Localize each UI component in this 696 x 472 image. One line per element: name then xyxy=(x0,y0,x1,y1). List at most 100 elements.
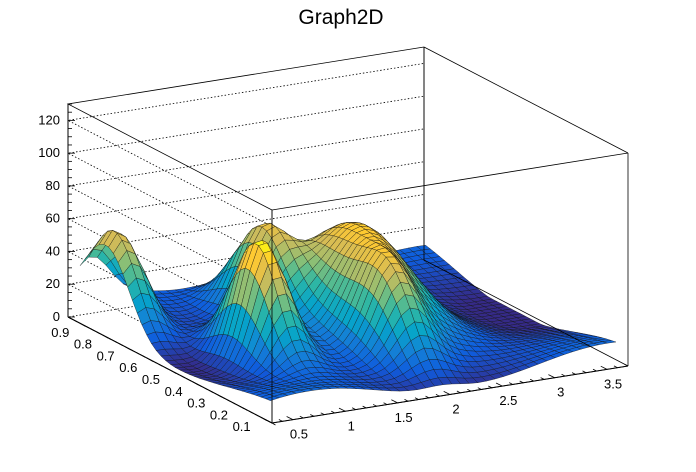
frame-edge xyxy=(423,259,629,367)
z-tick-label: 100 xyxy=(38,145,60,160)
z-tick-label: 120 xyxy=(38,112,60,127)
y-tick-label: 0.6 xyxy=(119,360,137,375)
y-tick xyxy=(237,404,245,410)
y-tick xyxy=(181,375,186,379)
frame-edge xyxy=(423,46,629,154)
x-tick xyxy=(372,404,377,407)
x-tick xyxy=(362,405,367,409)
y-tick-label: 0.4 xyxy=(165,384,183,399)
y-tick-label: 0.1 xyxy=(233,419,251,434)
x-tick xyxy=(351,407,356,410)
x-tick xyxy=(425,395,430,399)
y-tick xyxy=(141,354,146,358)
y-tick-label: 0.3 xyxy=(187,396,205,411)
x-tick xyxy=(404,399,409,402)
grid-line xyxy=(66,95,425,260)
z-tick-label: 40 xyxy=(46,243,60,258)
y-tick xyxy=(158,363,163,367)
surface-mesh xyxy=(79,222,617,401)
x-tick xyxy=(495,382,503,387)
x-tick xyxy=(268,420,273,424)
x-tick xyxy=(600,365,608,370)
y-tick xyxy=(226,399,231,402)
x-tick xyxy=(383,402,388,405)
y-tick xyxy=(152,360,157,364)
x-tick xyxy=(529,378,534,382)
grid-line xyxy=(66,161,425,326)
x-tick xyxy=(456,390,461,394)
y-tick xyxy=(232,402,237,405)
y-tick-label: 0.8 xyxy=(74,337,92,352)
y-tick xyxy=(186,378,191,382)
y-tick xyxy=(175,372,180,376)
y-tick-label: 0.9 xyxy=(51,325,69,340)
y-tick xyxy=(84,325,89,329)
frame-edge xyxy=(271,152,629,211)
x-tick-label: 2.5 xyxy=(499,393,517,408)
x-tick xyxy=(488,385,493,389)
z-tick-label: 20 xyxy=(46,276,60,291)
x-tick xyxy=(613,365,618,369)
y-tick xyxy=(73,319,78,323)
y-tick xyxy=(164,366,169,370)
y-tick xyxy=(169,369,177,374)
z-tick-label: 80 xyxy=(46,178,60,193)
y-tick xyxy=(260,416,267,421)
grid-line xyxy=(66,128,425,293)
x-tick xyxy=(443,390,451,395)
y-tick xyxy=(243,407,248,411)
x-tick xyxy=(414,397,419,400)
y-tick xyxy=(118,343,123,346)
x-tick xyxy=(331,410,336,414)
x-tick xyxy=(540,377,545,380)
y-tick xyxy=(249,410,254,414)
x-tick xyxy=(391,399,398,404)
x-tick-label: 0.5 xyxy=(290,427,308,442)
y-tick-label: 0.7 xyxy=(97,348,115,363)
y-tick xyxy=(79,322,86,327)
x-tick xyxy=(548,374,555,379)
x-tick xyxy=(320,412,325,415)
axes: 0 20 40 60 80 100 120 0.1 0.2 0.3 0.4 0.5 0.6 0.7 0.8 0… xyxy=(38,103,629,442)
y-tick xyxy=(67,316,72,320)
y-tick xyxy=(203,387,208,391)
y-tick xyxy=(147,357,154,363)
x-tick xyxy=(338,407,346,412)
x-tick xyxy=(571,372,576,375)
x-tick xyxy=(561,373,566,377)
frame-edge xyxy=(66,46,425,211)
y-tick xyxy=(124,346,131,351)
x-tick xyxy=(435,394,440,397)
y-tick xyxy=(101,334,109,339)
y-tick xyxy=(113,340,118,343)
y-tick xyxy=(96,331,101,335)
y-tick xyxy=(107,337,112,340)
x-tick xyxy=(582,370,587,374)
x-tick xyxy=(467,388,472,392)
x-tick xyxy=(624,363,629,367)
y-tick xyxy=(90,328,95,332)
y-tick xyxy=(130,349,135,352)
grid-line xyxy=(66,194,425,358)
z-tick-label: 0 xyxy=(53,309,60,324)
y-tick xyxy=(192,381,199,386)
x-tick-label: 2 xyxy=(452,402,459,417)
chart-title: Graph2D xyxy=(298,6,383,29)
y-tick xyxy=(254,413,259,417)
grid-line xyxy=(66,63,425,227)
x-tick xyxy=(278,419,283,422)
surface-cell xyxy=(602,340,617,344)
x-tick xyxy=(509,382,514,385)
x-tick xyxy=(477,387,482,390)
x-tick-label: 3.5 xyxy=(604,376,622,391)
x-tick-label: 3 xyxy=(557,385,564,400)
y-tick xyxy=(209,390,214,393)
x-tick xyxy=(299,415,304,419)
y-tick xyxy=(135,351,140,355)
x-tick-label: 1.5 xyxy=(395,410,413,425)
z-tick-label: 60 xyxy=(46,211,60,226)
y-tick xyxy=(220,396,225,399)
y-tick-label: 0.2 xyxy=(210,407,228,422)
x-tick xyxy=(592,368,597,372)
